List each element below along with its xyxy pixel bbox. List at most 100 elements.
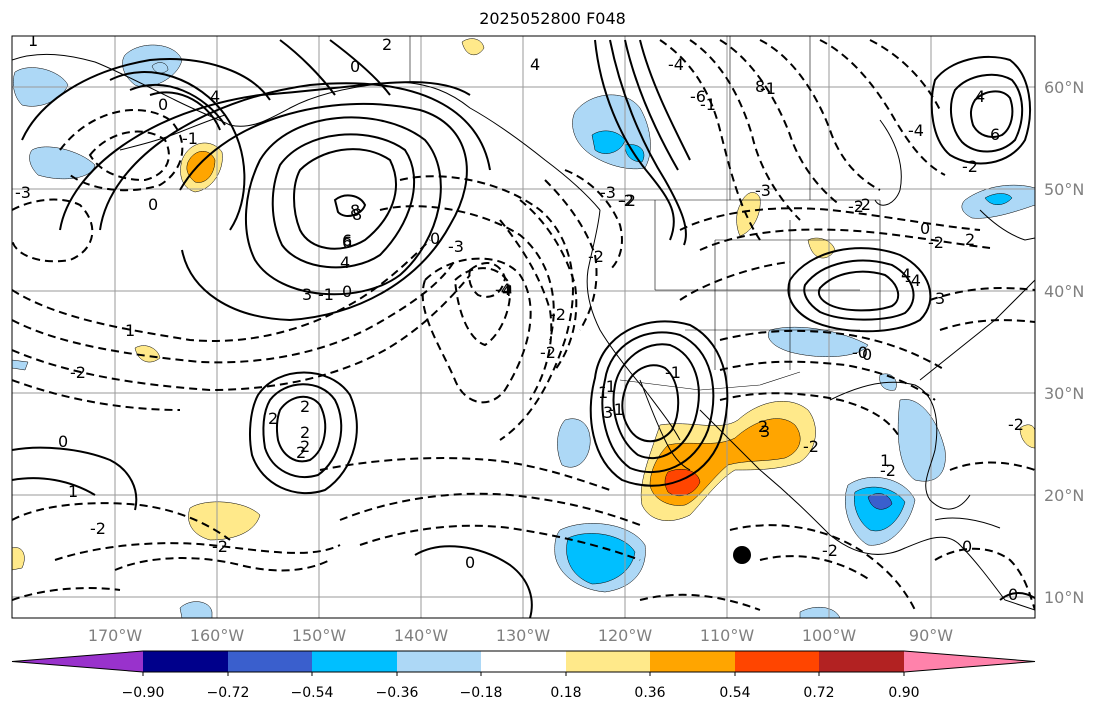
shade-negative-8	[984, 193, 1013, 205]
colorbar-extend-high	[904, 651, 1035, 672]
contour-dashed-4	[12, 239, 431, 342]
contour-label: -0	[852, 343, 868, 362]
contour-label: -1	[600, 377, 616, 396]
contour-label: -2	[212, 537, 228, 556]
contour-dashed-6	[12, 274, 471, 392]
colorbar-segment	[312, 651, 397, 672]
contour-label: -2	[90, 519, 106, 538]
contour-dashed-1	[12, 198, 94, 263]
colorbar-segment	[143, 651, 228, 672]
contour-label: -2	[618, 191, 634, 210]
contour-dashed-19	[719, 39, 841, 206]
contour-dashed-31	[54, 542, 341, 561]
contour-dashed-9	[453, 267, 512, 347]
contour-label: -4	[908, 121, 924, 140]
colorbar-tick-label: 0.90	[888, 685, 919, 701]
shade-positive-1	[461, 38, 485, 55]
lat-label: 50°N	[1044, 180, 1084, 199]
colorbar-tick-label: −0.36	[376, 685, 419, 701]
contour-label: 4	[340, 253, 350, 272]
contour-label: -3	[755, 181, 771, 200]
shade-negative-18	[179, 601, 213, 618]
contour-dashed-26	[719, 329, 946, 371]
plot-frame	[11, 35, 1036, 619]
contour-dashed-29	[929, 287, 1035, 301]
contour-label: 8	[352, 205, 362, 224]
contour-dashed-32	[114, 557, 331, 572]
contour-label: 0	[465, 553, 475, 572]
contour-solid-28	[969, 90, 1014, 138]
contour-label: -2	[962, 157, 978, 176]
lon-label: 110°W	[700, 626, 755, 645]
contour-label: 0	[350, 57, 360, 76]
lat-label: 40°N	[1044, 282, 1084, 301]
shade-negative-11	[897, 399, 946, 482]
shade-negative-21	[12, 359, 29, 371]
contour-dashed-41	[12, 587, 121, 601]
contour-dashed-5	[12, 259, 456, 364]
contour-dashed-27	[719, 360, 936, 401]
contour-solid-4	[149, 91, 221, 131]
contour-dashed-22	[869, 39, 941, 111]
contour-solid-25	[817, 270, 900, 312]
contour-dashed-33	[339, 492, 641, 526]
shade-positive-9	[1019, 424, 1035, 449]
contour-dashed-38	[759, 555, 871, 581]
coast-hudson	[874, 119, 902, 206]
shade-negative-20	[151, 62, 169, 74]
contour-solid-10	[59, 81, 471, 231]
contour-label: -2	[1008, 415, 1024, 434]
contour-label: 0	[962, 537, 972, 556]
coast-mexico	[699, 409, 1035, 611]
contour-dashed-30	[939, 319, 1035, 331]
contour-label: 3	[302, 285, 312, 304]
contour-label: 3	[760, 422, 770, 441]
contour-solid-14	[624, 39, 679, 171]
contour-dashed-8	[421, 257, 532, 404]
contour-label: -2	[880, 461, 896, 480]
contour-label: -4	[905, 271, 921, 290]
contour-label: -4	[668, 55, 684, 74]
contour-solid-15	[639, 39, 691, 161]
colorbar-segment	[735, 651, 819, 672]
contour-dashed-37	[729, 524, 916, 611]
contour-solid-8	[179, 103, 468, 322]
contour-solid-18	[589, 320, 729, 487]
contour-label: -2	[803, 437, 819, 456]
contour-label: 3	[935, 289, 945, 308]
contour-label: 0	[430, 229, 440, 248]
contour-solid-26	[930, 56, 1031, 165]
contour-label: 1	[68, 482, 78, 501]
contour-label: 6	[342, 231, 352, 250]
contour-label: 0	[148, 195, 158, 214]
contour-label: -3	[15, 183, 31, 202]
contour-solid-30	[12, 477, 96, 496]
colorbar-ticks: −0.90 −0.72 −0.54 −0.36 −0.18 0.18 0.36 …	[122, 685, 920, 701]
contour-dashed-20	[759, 39, 881, 191]
lat-label: 60°N	[1044, 78, 1084, 97]
contour-dashed-21	[819, 39, 946, 176]
coast-aleutians	[119, 114, 226, 151]
contour-solid-9	[99, 82, 491, 231]
contour-label: 1	[880, 451, 890, 470]
shade-negative-9	[767, 326, 869, 357]
contour-label: 4	[901, 265, 911, 284]
contour-label: -3	[448, 237, 464, 256]
contour-label: -2	[848, 197, 864, 216]
contour-dashed-36	[12, 502, 231, 541]
colorbar-tick-label: −0.90	[122, 685, 165, 701]
contour-label: -2	[855, 195, 871, 214]
lat-label: 10°N	[1044, 588, 1084, 607]
contour-label: 4	[210, 87, 220, 106]
contour-dashed-18	[689, 39, 801, 221]
shade-negative-15	[867, 493, 893, 510]
contour-label: 2	[296, 443, 306, 462]
contour-solid-1	[21, 58, 271, 141]
contour-label: 0	[920, 219, 930, 238]
contour-dashed-10	[468, 262, 507, 298]
contour-solid-6	[271, 133, 416, 269]
contour-label: -1	[608, 400, 624, 419]
contour-label: -2	[70, 363, 86, 382]
contour-label: 3	[603, 403, 613, 422]
